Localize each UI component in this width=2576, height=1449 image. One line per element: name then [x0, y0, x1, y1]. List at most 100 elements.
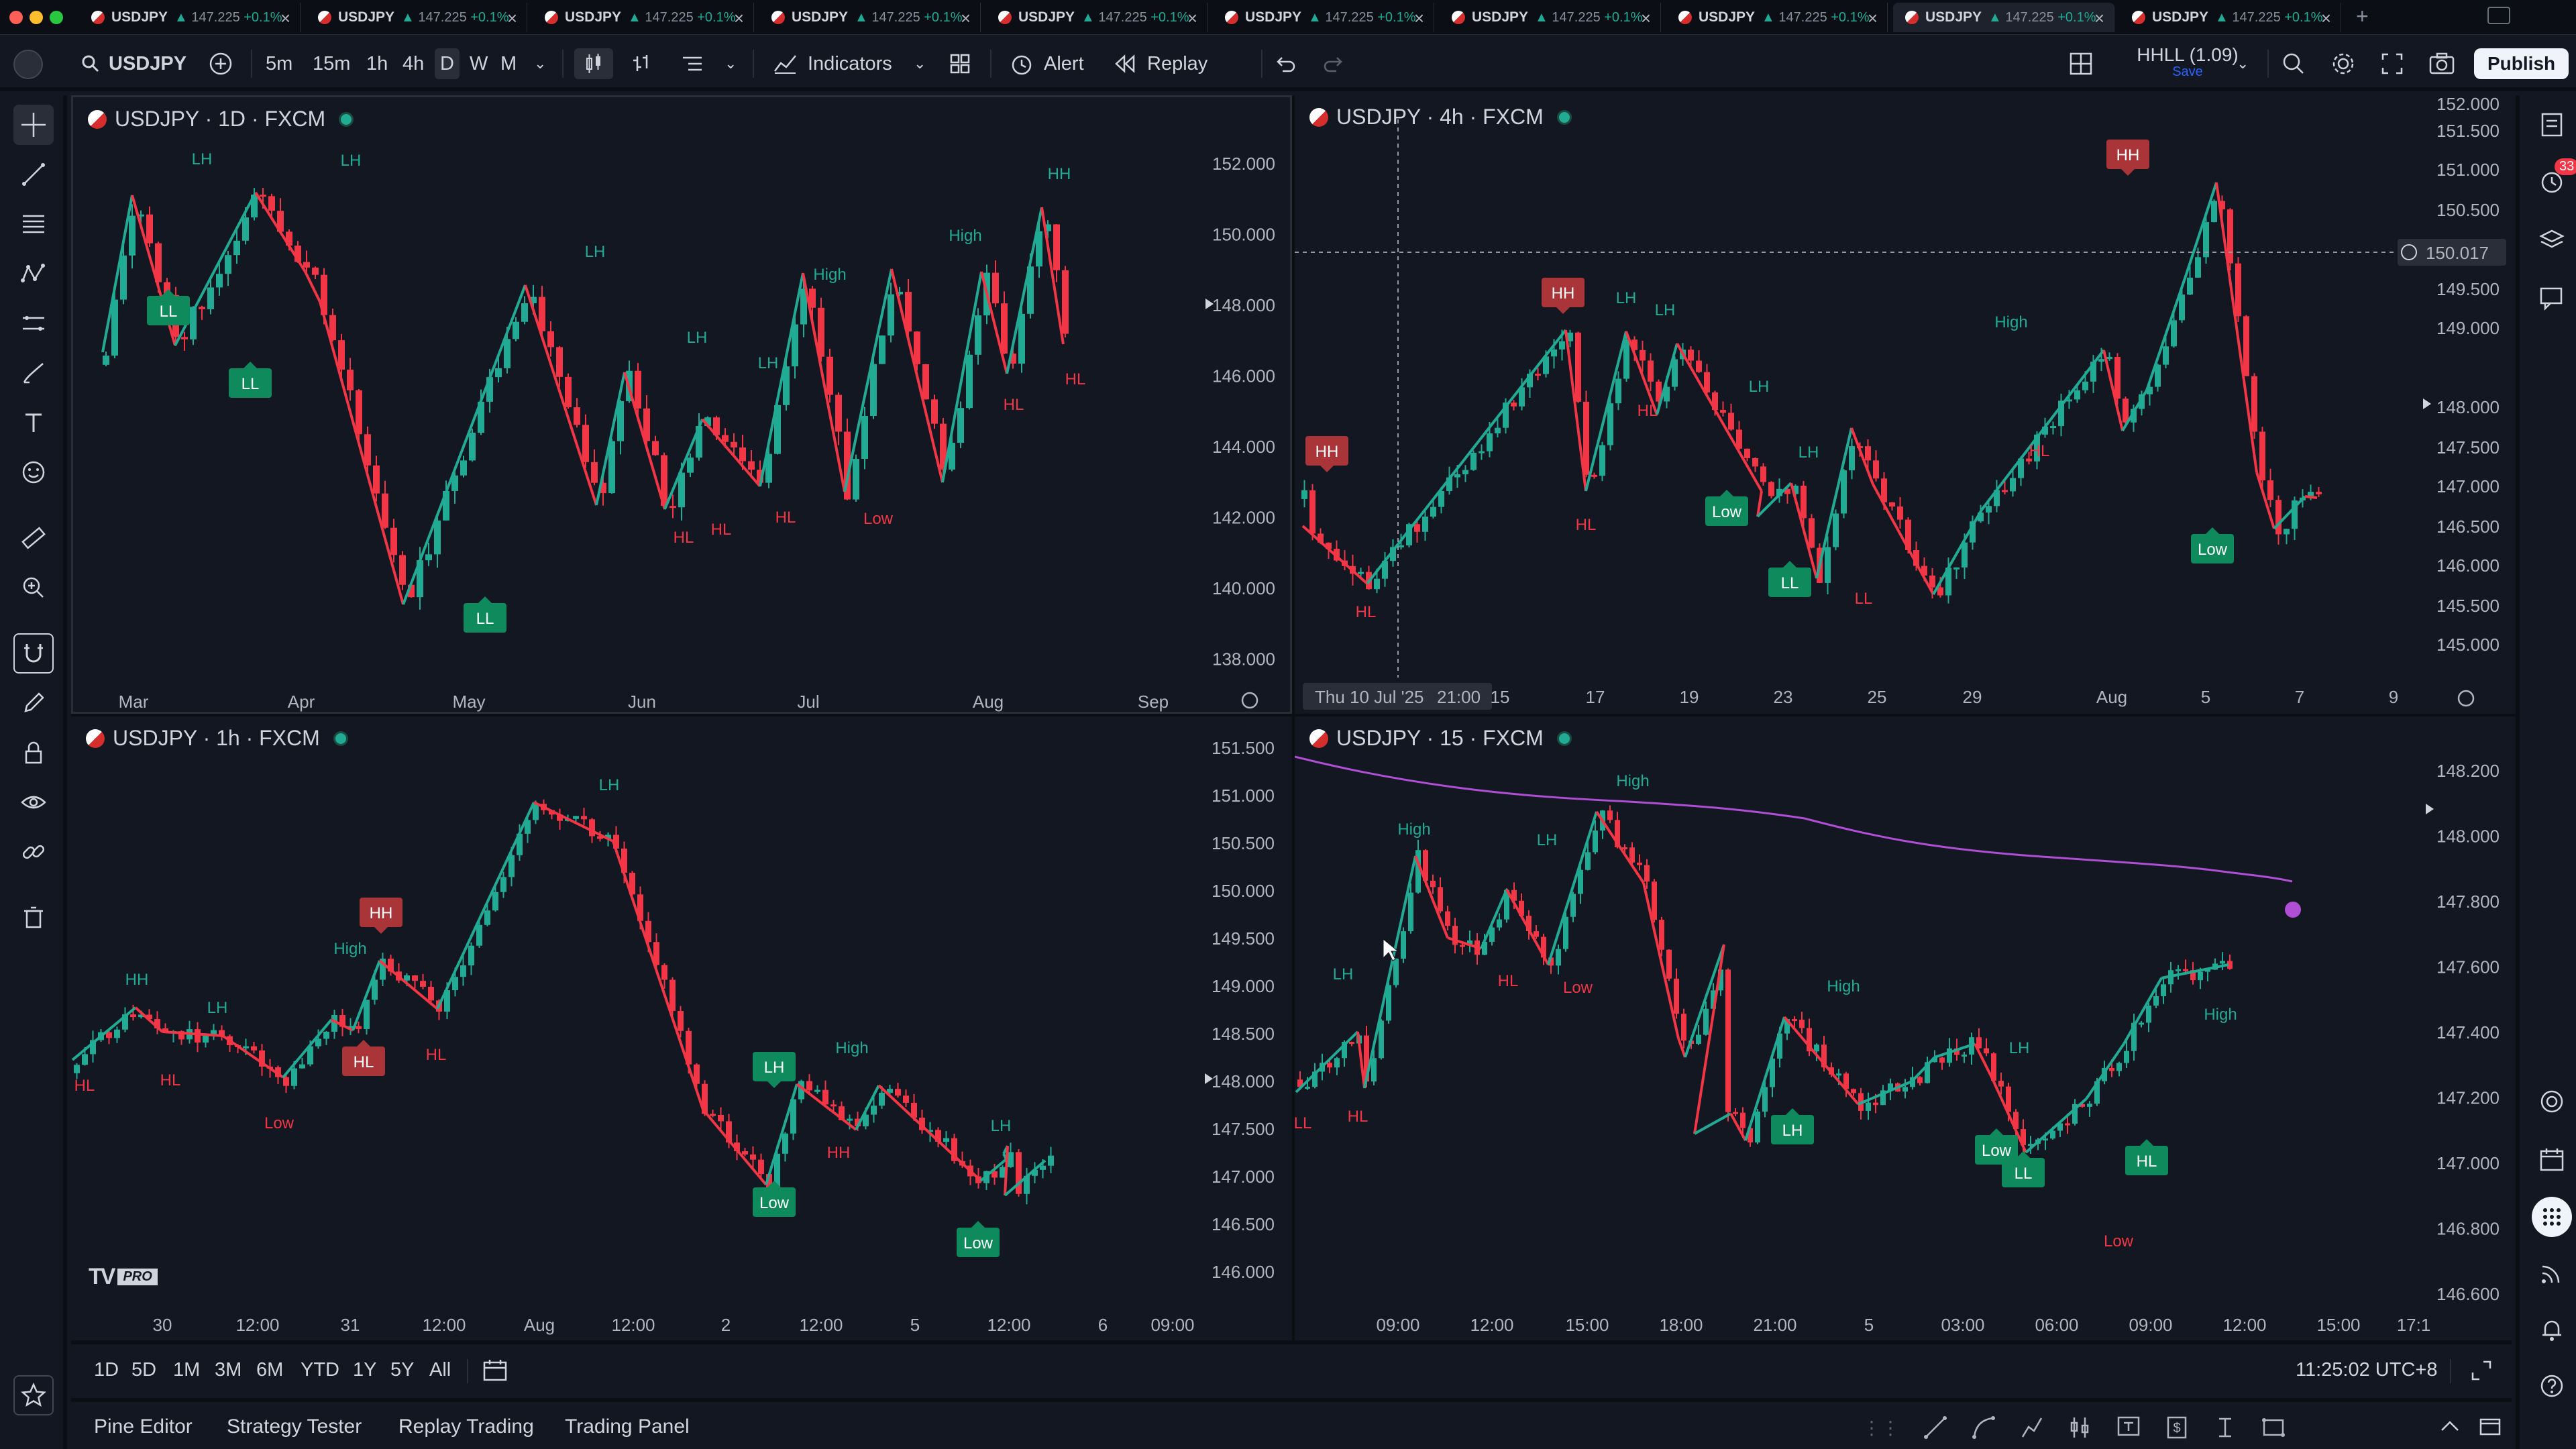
close-tab-icon[interactable]: ×	[1867, 8, 1878, 28]
price-label-fav-icon[interactable]: $	[2164, 1415, 2190, 1440]
swing-label-box[interactable]	[1542, 278, 1585, 307]
chart-canvas-1d[interactable]: LL LL LL LH LH LH LH LH High High HH HL HL HL HL HL Low 1…	[73, 97, 1290, 712]
swing-label-box[interactable]	[1768, 568, 1811, 597]
chart-tab[interactable]: USDJPY ▲ 147.225 +0.1% ×	[759, 3, 981, 32]
sidebar-toggle-icon[interactable]	[2487, 7, 2510, 24]
swing-label-box[interactable]	[464, 603, 506, 633]
text-note-fav-icon[interactable]	[2116, 1415, 2141, 1440]
chart-pane-1h[interactable]: HH HL LH Low Low HL HL HL HH Low HH LH High LH High LH 1…	[71, 716, 1292, 1340]
drag-handle-icon[interactable]: ⋮⋮	[1862, 1417, 1900, 1438]
zoom-tool[interactable]	[13, 568, 54, 608]
swing-label-box[interactable]	[957, 1228, 1000, 1257]
line-style-button[interactable]	[680, 48, 704, 79]
chart-canvas-1h[interactable]: HH HL LH Low Low HL HL HL HH Low HH LH High LH High LH 1…	[71, 716, 1292, 1340]
chart-tab[interactable]: USDJPY ▲ 147.225 +0.1% ×	[1893, 3, 2114, 32]
interval-5m[interactable]: 5m	[266, 52, 293, 74]
chart-tab[interactable]: USDJPY ▲ 147.225 +0.1% ×	[79, 3, 301, 32]
publish-button[interactable]: Publish	[2474, 48, 2569, 79]
swing-label-box[interactable]	[1975, 1135, 2018, 1165]
swing-label-box[interactable]	[2106, 140, 2149, 169]
replay-button[interactable]: Replay	[1114, 48, 1208, 79]
chart-tab[interactable]: USDJPY ▲ 147.225 +0.1% ×	[306, 3, 527, 32]
tab-pine-editor[interactable]: Pine Editor	[94, 1415, 193, 1438]
swing-label-box[interactable]	[2191, 534, 2234, 564]
pane-legend[interactable]: USDJPY · 15 · FXCM	[1309, 726, 1572, 751]
trendline-tool[interactable]	[13, 154, 54, 195]
chart-tab[interactable]: USDJPY ▲ 147.225 +0.1% ×	[2120, 3, 2341, 32]
range-1d[interactable]: 1D	[94, 1359, 119, 1381]
swing-label-box[interactable]	[753, 1187, 796, 1217]
drawing-mode-tool[interactable]	[13, 683, 54, 723]
chats-button[interactable]	[2532, 278, 2572, 318]
swing-label-box[interactable]	[342, 1046, 385, 1076]
interval-w[interactable]: W	[470, 52, 488, 74]
help-button[interactable]	[2532, 1366, 2572, 1406]
lock-drawings-tool[interactable]	[13, 733, 54, 773]
indicators-chevron-icon[interactable]: ⌄	[914, 55, 926, 72]
interval-1h[interactable]: 1h	[366, 52, 388, 74]
timezone-clock[interactable]: 11:25:02 UTC+8	[2296, 1359, 2438, 1381]
interval-m[interactable]: M	[500, 52, 517, 74]
panel-maximize-button[interactable]	[2478, 1414, 2502, 1442]
calendar-button[interactable]	[2532, 1139, 2572, 1179]
pane-divider-vertical[interactable]	[1292, 95, 1295, 1340]
compare-button[interactable]	[208, 48, 233, 79]
chart-type-button[interactable]	[574, 48, 613, 79]
streams-button[interactable]	[2532, 1253, 2572, 1293]
fullscreen-button[interactable]	[2380, 48, 2404, 79]
prediction-tool[interactable]	[13, 303, 54, 343]
close-tab-icon[interactable]: ×	[280, 8, 290, 28]
icon-tool[interactable]	[13, 452, 54, 492]
tab-replay-trading[interactable]: Replay Trading	[398, 1415, 534, 1438]
close-tab-icon[interactable]: ×	[733, 8, 744, 28]
window-minimize-button[interactable]	[30, 11, 43, 24]
pane-legend[interactable]: USDJPY · 1D · FXCM	[88, 107, 354, 131]
maximize-button[interactable]	[2470, 1359, 2493, 1385]
layout-name[interactable]: HHLL (1.09) Save	[2117, 44, 2258, 80]
chart-style-chevron-icon[interactable]: ⌄	[724, 55, 737, 72]
settings-button[interactable]	[2330, 48, 2356, 79]
chart-tab[interactable]: USDJPY ▲ 147.225 +0.1% ×	[533, 3, 754, 32]
chart-tab[interactable]: USDJPY ▲ 147.225 +0.1% ×	[986, 3, 1208, 32]
trendline-fav-icon[interactable]	[1923, 1415, 1948, 1440]
layout-select-button[interactable]	[2069, 48, 2093, 79]
ideas-button[interactable]	[2532, 1081, 2572, 1122]
sync-drawings-tool[interactable]	[13, 832, 54, 872]
cursor-text-fav-icon[interactable]	[2212, 1415, 2238, 1440]
templates-button[interactable]	[949, 48, 971, 79]
undo-button[interactable]	[1273, 48, 1296, 79]
range-5y[interactable]: 5Y	[390, 1359, 415, 1381]
brush-tool[interactable]	[13, 353, 54, 393]
favorites-tool[interactable]	[13, 1375, 54, 1415]
indicators-button[interactable]: Indicators	[773, 48, 892, 79]
chart-pane-1d[interactable]: LL LL LL LH LH LH LH LH High High HH HL HL HL HL HL Low 1…	[71, 95, 1292, 714]
pane-legend[interactable]: USDJPY · 4h · FXCM	[1309, 105, 1572, 129]
swing-label-box[interactable]	[1771, 1115, 1814, 1144]
close-tab-icon[interactable]: ×	[1187, 8, 1197, 28]
swing-label-box[interactable]	[229, 368, 272, 398]
redo-button[interactable]	[1323, 48, 1346, 79]
rectangle-fav-icon[interactable]	[2261, 1415, 2286, 1440]
close-tab-icon[interactable]: ×	[1640, 8, 1651, 28]
swing-label-box[interactable]	[147, 296, 190, 325]
interval-dropdown-chevron-icon[interactable]: ⌄	[534, 55, 547, 72]
chart-tab[interactable]: USDJPY ▲ 147.225 +0.1% ×	[1213, 3, 1434, 32]
interval-4h[interactable]: 4h	[402, 52, 425, 74]
pattern-tool[interactable]	[13, 254, 54, 294]
range-ytd[interactable]: YTD	[301, 1359, 339, 1381]
hide-drawings-tool[interactable]	[13, 782, 54, 822]
chart-tab[interactable]: USDJPY ▲ 147.225 +0.1% ×	[1666, 3, 1888, 32]
range-5d[interactable]: 5D	[131, 1359, 157, 1381]
notifications-button[interactable]	[2532, 1309, 2572, 1350]
apps-button[interactable]	[2532, 1197, 2572, 1237]
quick-search-button[interactable]	[2281, 48, 2306, 79]
add-alert-icon[interactable]	[2401, 244, 2417, 260]
axis-settings-icon[interactable]	[1241, 692, 1258, 709]
path-fav-icon[interactable]	[2019, 1415, 2045, 1440]
close-tab-icon[interactable]: ×	[1413, 8, 1424, 28]
window-close-button[interactable]	[9, 11, 23, 24]
close-tab-icon[interactable]: ×	[2094, 8, 2104, 28]
crosshair-tool[interactable]	[13, 105, 54, 145]
range-6m[interactable]: 6M	[256, 1359, 284, 1381]
